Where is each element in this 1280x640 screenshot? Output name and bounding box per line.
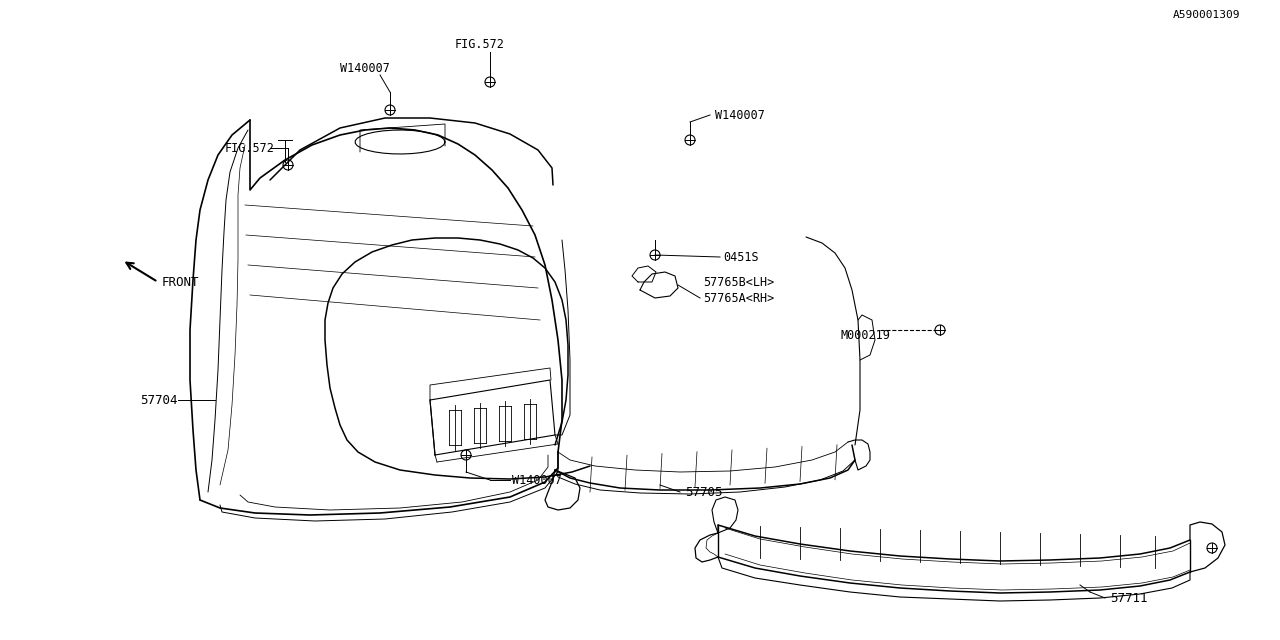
Text: FIG.572: FIG.572 bbox=[454, 38, 504, 51]
Text: 57711: 57711 bbox=[1110, 591, 1147, 605]
Text: M000219: M000219 bbox=[840, 328, 890, 342]
Text: 57765A<RH>: 57765A<RH> bbox=[703, 291, 774, 305]
Text: W140007: W140007 bbox=[340, 61, 390, 74]
Text: FRONT: FRONT bbox=[163, 275, 200, 289]
Text: 57704: 57704 bbox=[140, 394, 178, 406]
Text: A590001309: A590001309 bbox=[1172, 10, 1240, 20]
Text: 57705: 57705 bbox=[685, 486, 722, 499]
Text: FIG.572: FIG.572 bbox=[225, 141, 275, 154]
Text: W140007: W140007 bbox=[716, 109, 765, 122]
Text: W140007: W140007 bbox=[512, 474, 562, 486]
Text: 0451S: 0451S bbox=[723, 250, 759, 264]
Text: 57765B<LH>: 57765B<LH> bbox=[703, 275, 774, 289]
